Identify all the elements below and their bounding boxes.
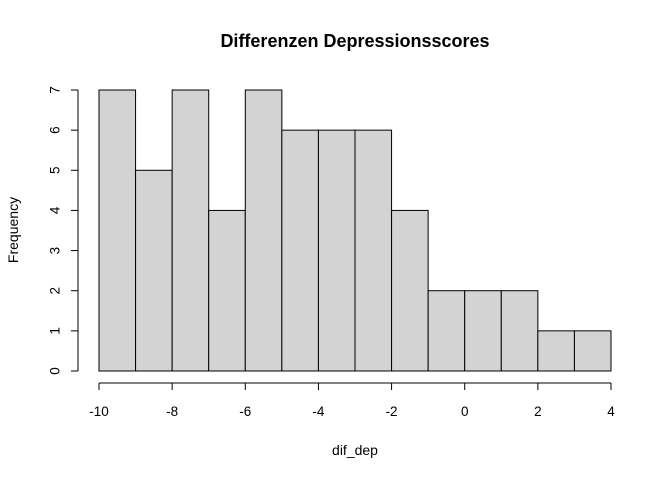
x-tick-label: -2 xyxy=(386,404,398,419)
y-tick-label: 1 xyxy=(48,327,63,335)
histogram-bar-13 xyxy=(573,330,612,372)
y-tick-label: 7 xyxy=(48,86,63,94)
histogram-bar-12 xyxy=(537,330,575,372)
histogram-bar-2 xyxy=(171,89,210,372)
x-axis-label: dif_dep xyxy=(332,442,378,458)
y-tick-label: 3 xyxy=(48,247,63,255)
y-axis-label: Frequency xyxy=(5,197,21,263)
histogram-bar-4 xyxy=(244,89,283,372)
bars-group xyxy=(98,89,612,372)
x-tick-label: -4 xyxy=(312,404,324,419)
histogram-bar-6 xyxy=(317,129,356,372)
histogram-bar-8 xyxy=(391,209,429,372)
histogram-bar-11 xyxy=(500,290,539,372)
x-axis: -10 -8 -6 -4 -2 0 2 4 xyxy=(89,382,615,419)
x-tick-label: 0 xyxy=(461,404,469,419)
x-tick-label: -6 xyxy=(239,404,251,419)
y-tick-label: 0 xyxy=(48,367,63,375)
y-tick-label: 4 xyxy=(48,206,63,214)
histogram-bar-3 xyxy=(208,209,246,372)
histogram-bar-5 xyxy=(281,129,319,372)
histogram-bar-7 xyxy=(354,129,393,372)
x-tick-label: 2 xyxy=(534,404,542,419)
y-tick-label: 6 xyxy=(48,126,63,134)
x-tick-label: -8 xyxy=(166,404,178,419)
x-tick-label: 4 xyxy=(607,404,615,419)
x-tick-label: -10 xyxy=(89,404,109,419)
y-tick-label: 5 xyxy=(48,167,63,175)
y-tick-label: 2 xyxy=(48,287,63,295)
histogram-bar-1 xyxy=(135,169,173,372)
histogram-bar-10 xyxy=(464,290,502,372)
chart-title: Differenzen Depressionsscores xyxy=(220,31,489,51)
y-axis: 0 1 2 3 4 5 6 7 xyxy=(48,86,79,375)
histogram-bar-0 xyxy=(98,89,137,372)
histogram-bar-9 xyxy=(427,290,466,372)
